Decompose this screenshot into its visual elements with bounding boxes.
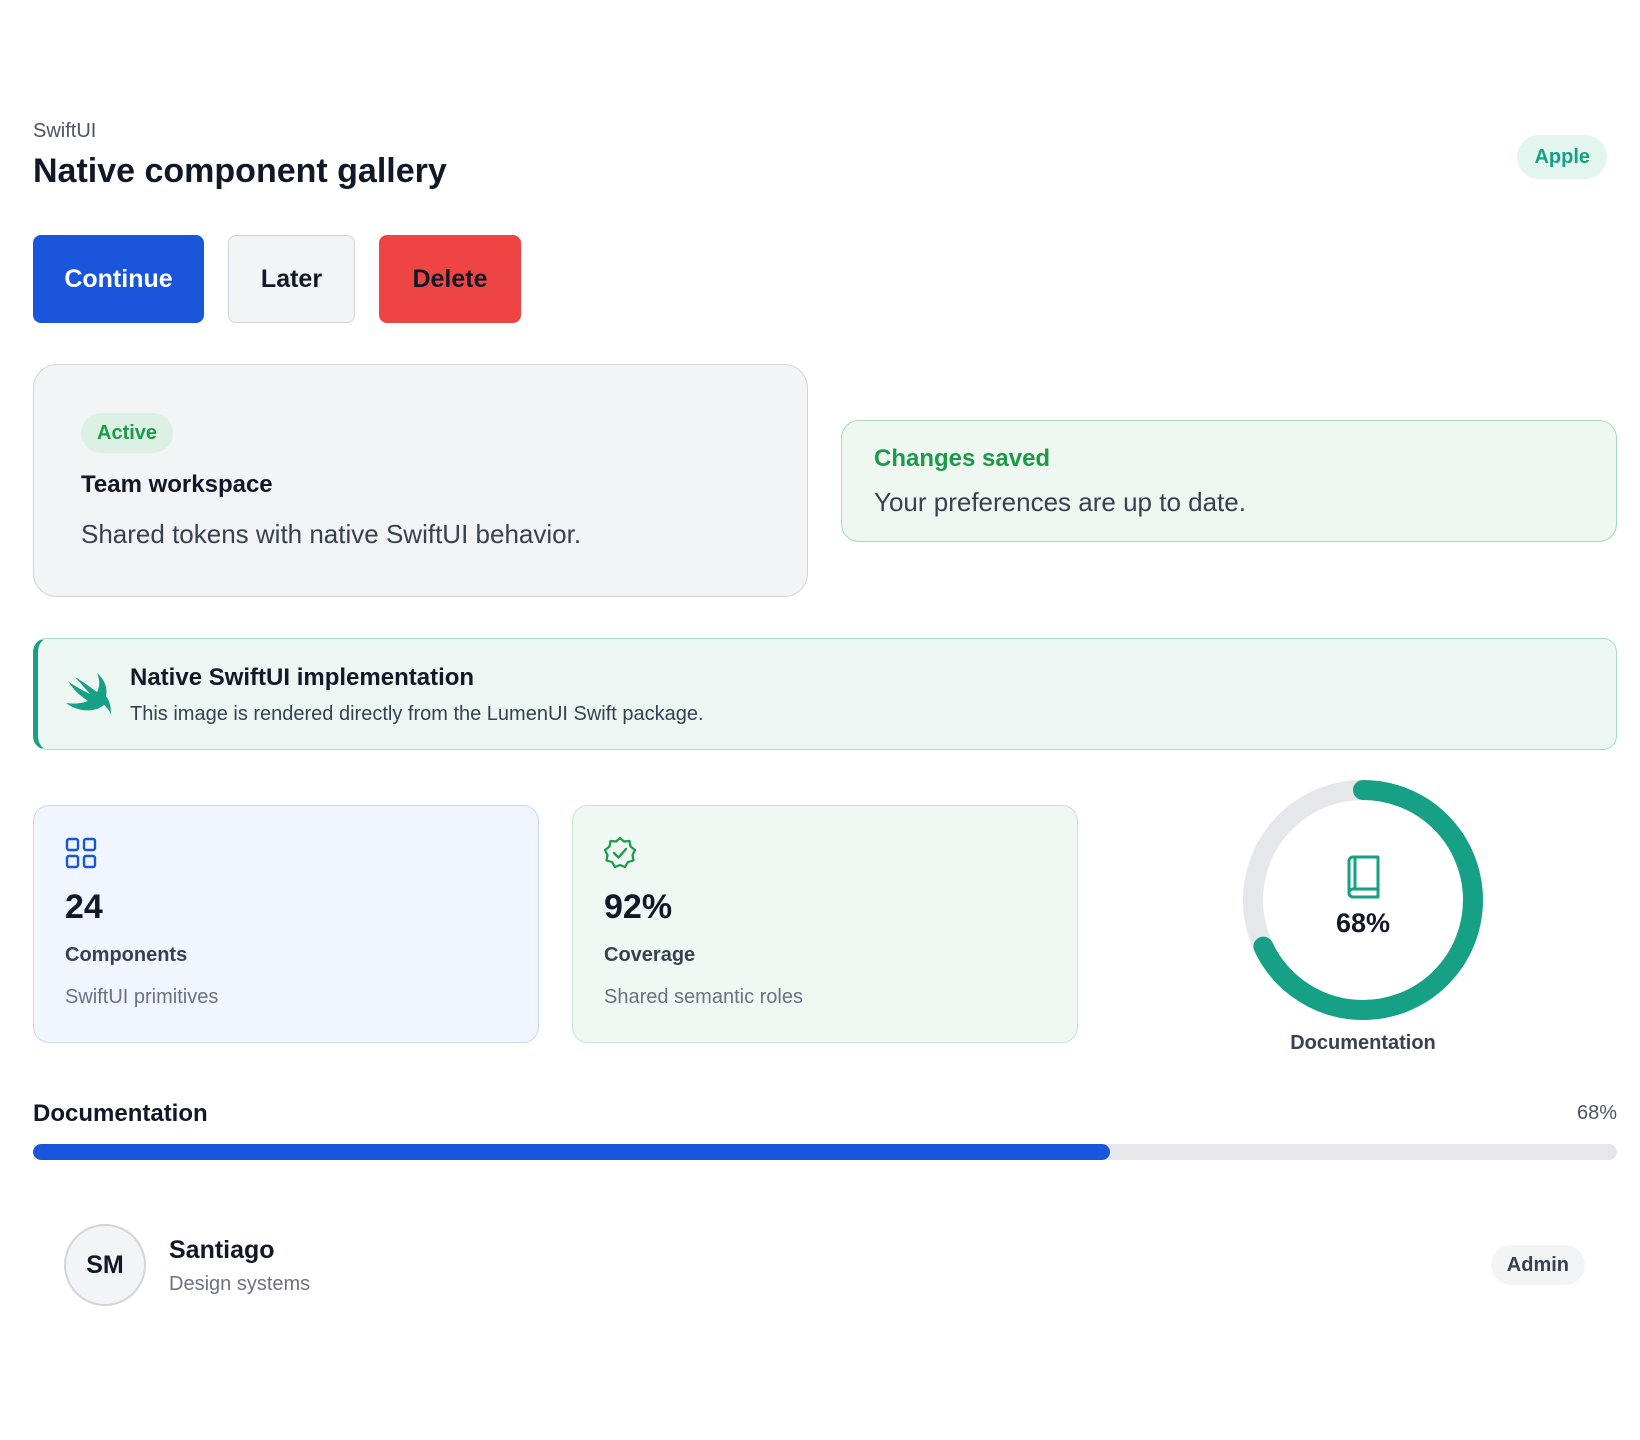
stat-card-coverage: 92% Coverage Shared semantic roles	[572, 805, 1078, 1043]
stat-subtitle: SwiftUI primitives	[65, 986, 219, 1008]
later-button[interactable]: Later	[228, 235, 355, 323]
platform-badge: Apple	[1517, 135, 1607, 179]
progress-value: 68%	[1576, 1102, 1617, 1124]
role-badge: Admin	[1490, 1245, 1585, 1285]
progress-bar	[33, 1144, 1617, 1160]
grid-icon	[65, 837, 97, 869]
info-callout: Native SwiftUI implementation This image…	[33, 638, 1617, 750]
verified-badge-icon	[603, 836, 637, 869]
callout-title: Native SwiftUI implementation	[130, 664, 475, 691]
delete-button[interactable]: Delete	[379, 235, 521, 323]
ring-caption: Documentation	[1290, 1032, 1436, 1054]
book-icon	[1347, 855, 1380, 899]
swift-logo-icon	[66, 673, 111, 715]
ring-arc	[1243, 780, 1483, 1020]
card-description: Shared tokens with native SwiftUI behavi…	[81, 519, 582, 549]
avatar: SM	[64, 1224, 146, 1306]
toast-title: Changes saved	[874, 445, 1051, 472]
continue-button[interactable]: Continue	[33, 235, 204, 323]
stat-value: 92%	[604, 888, 673, 926]
stat-label: Components	[65, 944, 188, 966]
success-toast: Changes saved Your preferences are up to…	[841, 420, 1617, 542]
progress-ring	[1243, 780, 1483, 1020]
user-name: Santiago	[169, 1236, 275, 1264]
stat-label: Coverage	[604, 944, 696, 966]
stat-value: 24	[65, 888, 103, 926]
status-badge: Active	[81, 413, 174, 453]
progress-title: Documentation	[33, 1100, 208, 1127]
stat-card-components: 24 Components SwiftUI primitives	[33, 805, 539, 1043]
progress-fill	[33, 1144, 1111, 1160]
toast-message: Your preferences are up to date.	[874, 487, 1246, 517]
card-title: Team workspace	[81, 471, 273, 498]
workspace-card: Active Team workspace Shared tokens with…	[33, 364, 808, 597]
ring-value: 68%	[1335, 908, 1391, 938]
user-role: Design systems	[169, 1273, 311, 1295]
stat-subtitle: Shared semantic roles	[604, 986, 803, 1008]
eyebrow-label: SwiftUI	[33, 120, 97, 142]
page-title: Native component gallery	[33, 152, 447, 190]
callout-message: This image is rendered directly from the…	[130, 703, 704, 725]
